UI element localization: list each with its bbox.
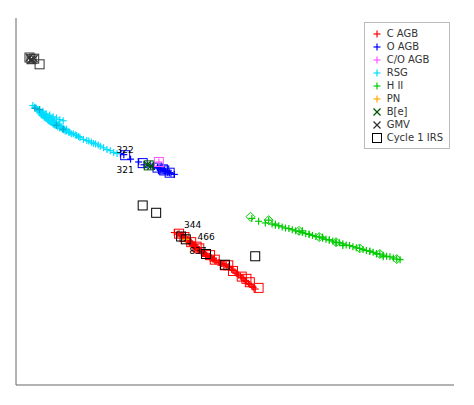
svg-text:321: 321 (117, 165, 134, 175)
html-text:H ⅠⅠ: H ⅠⅠ (386, 80, 404, 91)
html-text:PN: PN (386, 93, 401, 104)
svg-text:322: 322 (117, 145, 134, 155)
html-text:C AGB: C AGB (386, 28, 419, 39)
html-text:GMV: GMV (386, 119, 410, 130)
svg-text:466: 466 (198, 232, 215, 242)
svg-text:344: 344 (184, 220, 201, 230)
html-text:O AGB: O AGB (386, 41, 419, 52)
svg-text:837: 837 (189, 246, 206, 256)
html-text:Cycle 1 IRS: Cycle 1 IRS (386, 132, 443, 143)
html-text:C/O AGB: C/O AGB (386, 54, 430, 65)
html-text:RSG: RSG (386, 67, 408, 78)
html-text:B[e]: B[e] (386, 106, 408, 117)
